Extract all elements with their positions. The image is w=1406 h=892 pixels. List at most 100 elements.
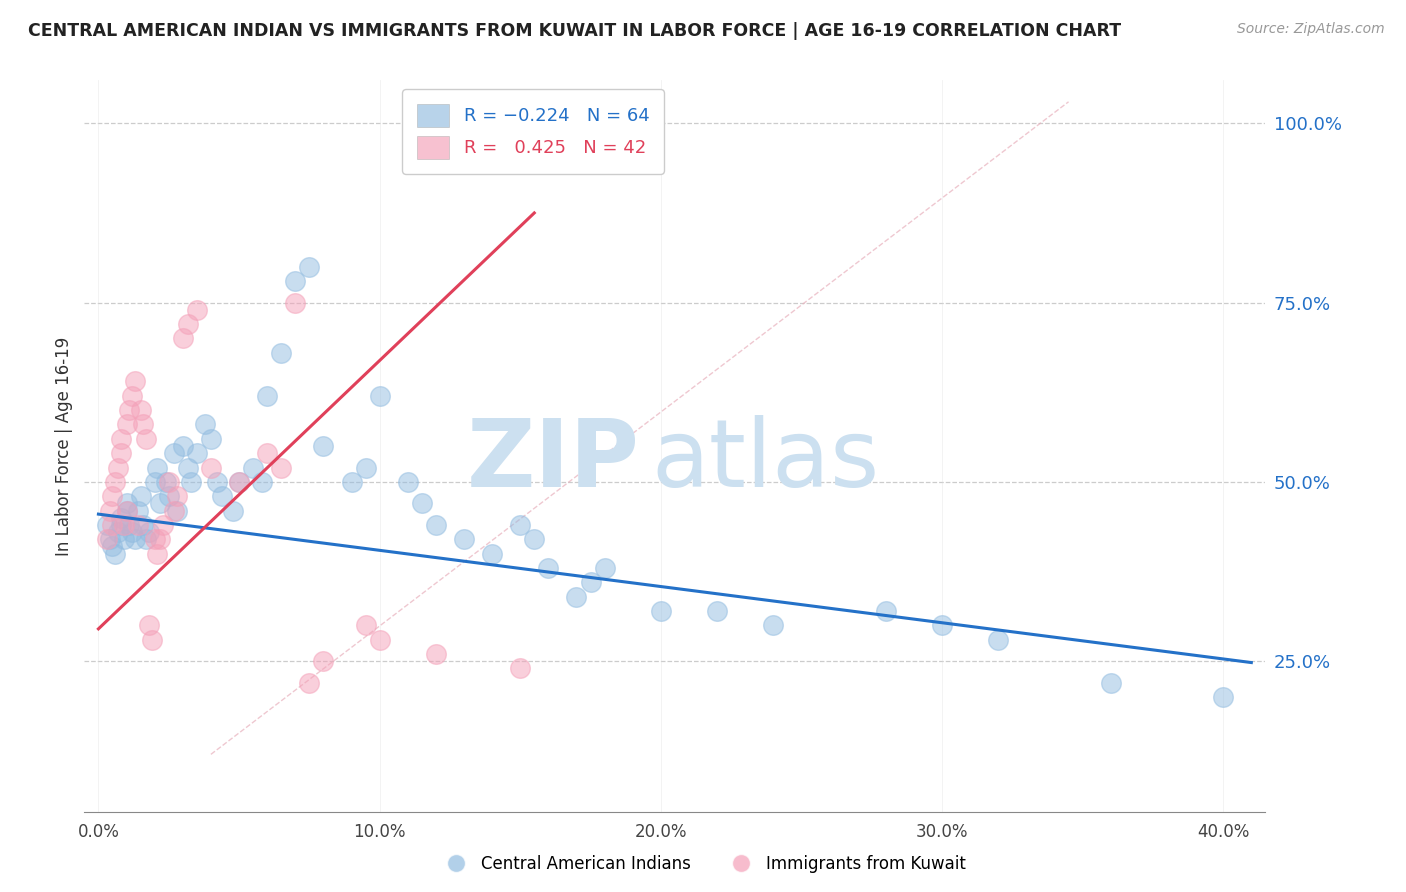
Point xyxy=(1099,675,1122,690)
Point xyxy=(157,475,180,489)
Point xyxy=(537,561,560,575)
Point xyxy=(284,295,307,310)
Point xyxy=(396,475,419,489)
Point xyxy=(875,604,897,618)
Point xyxy=(115,417,138,432)
Point xyxy=(96,517,118,532)
Point xyxy=(368,632,391,647)
Point xyxy=(132,517,155,532)
Point xyxy=(112,517,135,532)
Point xyxy=(194,417,217,432)
Point xyxy=(987,632,1010,647)
Point xyxy=(115,503,138,517)
Point xyxy=(138,618,160,632)
Point xyxy=(340,475,363,489)
Point xyxy=(107,524,129,539)
Point xyxy=(205,475,228,489)
Point xyxy=(312,439,335,453)
Point xyxy=(579,575,602,590)
Point xyxy=(110,446,132,460)
Point xyxy=(146,460,169,475)
Point xyxy=(211,489,233,503)
Point xyxy=(149,533,172,547)
Point xyxy=(200,432,222,446)
Point xyxy=(256,446,278,460)
Point xyxy=(453,533,475,547)
Point xyxy=(172,331,194,345)
Point xyxy=(593,116,616,130)
Point xyxy=(1212,690,1234,704)
Point xyxy=(222,503,245,517)
Point xyxy=(155,475,177,489)
Point xyxy=(368,389,391,403)
Point xyxy=(135,432,157,446)
Point xyxy=(121,389,143,403)
Point xyxy=(110,510,132,524)
Point xyxy=(110,432,132,446)
Text: CENTRAL AMERICAN INDIAN VS IMMIGRANTS FROM KUWAIT IN LABOR FORCE | AGE 16-19 COR: CENTRAL AMERICAN INDIAN VS IMMIGRANTS FR… xyxy=(28,22,1121,40)
Point xyxy=(242,460,264,475)
Point xyxy=(124,533,146,547)
Legend: Central American Indians, Immigrants from Kuwait: Central American Indians, Immigrants fro… xyxy=(433,848,973,880)
Text: Source: ZipAtlas.com: Source: ZipAtlas.com xyxy=(1237,22,1385,37)
Point xyxy=(354,460,377,475)
Point xyxy=(509,517,531,532)
Point xyxy=(425,517,447,532)
Point xyxy=(177,460,200,475)
Point xyxy=(762,618,785,632)
Point xyxy=(110,517,132,532)
Point xyxy=(98,533,121,547)
Point xyxy=(312,654,335,668)
Point xyxy=(172,439,194,453)
Point xyxy=(152,517,174,532)
Point xyxy=(107,460,129,475)
Point xyxy=(177,317,200,331)
Point xyxy=(186,446,208,460)
Y-axis label: In Labor Force | Age 16-19: In Labor Force | Age 16-19 xyxy=(55,336,73,556)
Point xyxy=(706,604,728,618)
Point xyxy=(115,503,138,517)
Point xyxy=(138,524,160,539)
Point xyxy=(200,460,222,475)
Point xyxy=(141,632,163,647)
Point xyxy=(256,389,278,403)
Point xyxy=(163,503,186,517)
Point xyxy=(298,675,321,690)
Text: atlas: atlas xyxy=(651,415,880,507)
Point xyxy=(166,503,188,517)
Point xyxy=(101,489,124,503)
Point xyxy=(118,403,141,417)
Point xyxy=(135,533,157,547)
Point xyxy=(127,517,149,532)
Point xyxy=(411,496,433,510)
Point xyxy=(115,496,138,510)
Point xyxy=(132,417,155,432)
Point xyxy=(157,489,180,503)
Point xyxy=(565,590,588,604)
Point xyxy=(129,403,152,417)
Point xyxy=(98,503,121,517)
Point xyxy=(96,533,118,547)
Point xyxy=(354,618,377,632)
Point xyxy=(425,647,447,661)
Point xyxy=(298,260,321,274)
Point xyxy=(650,604,672,618)
Point xyxy=(127,503,149,517)
Legend: R = −0.224   N = 64, R =   0.425   N = 42: R = −0.224 N = 64, R = 0.425 N = 42 xyxy=(402,89,664,174)
Point xyxy=(101,540,124,554)
Point xyxy=(118,517,141,532)
Point xyxy=(146,547,169,561)
Point xyxy=(104,547,127,561)
Point xyxy=(149,496,172,510)
Point xyxy=(186,302,208,317)
Point xyxy=(112,533,135,547)
Text: ZIP: ZIP xyxy=(467,415,640,507)
Point xyxy=(129,489,152,503)
Point xyxy=(166,489,188,503)
Point xyxy=(121,524,143,539)
Point xyxy=(523,533,546,547)
Point xyxy=(931,618,953,632)
Point xyxy=(284,274,307,288)
Point xyxy=(228,475,250,489)
Point xyxy=(180,475,202,489)
